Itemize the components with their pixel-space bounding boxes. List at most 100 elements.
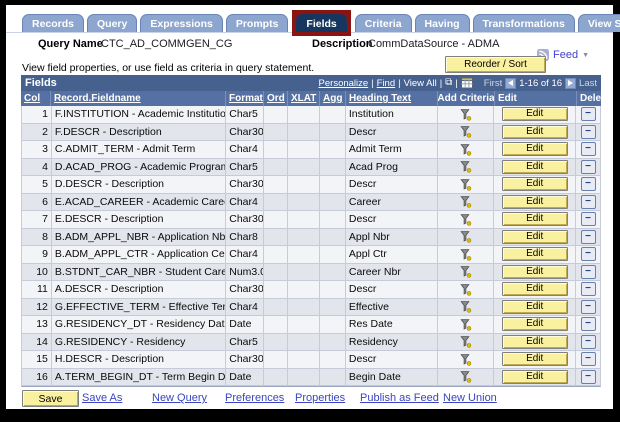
reorder-sort-button[interactable]: Reorder / Sort <box>445 56 546 73</box>
add-criteria-filter-icon[interactable] <box>459 178 472 191</box>
edit-button[interactable]: Edit <box>501 194 568 209</box>
xlat-value <box>288 351 320 368</box>
delete-row-button[interactable]: − <box>580 264 596 279</box>
add-criteria-filter-icon[interactable] <box>459 265 472 278</box>
tab-prompts[interactable]: Prompts <box>225 14 289 32</box>
edit-button[interactable]: Edit <box>501 177 568 192</box>
next-page-arrow-icon[interactable] <box>565 77 577 89</box>
edit-button[interactable]: Edit <box>501 299 568 314</box>
preferences-link[interactable]: Preferences <box>225 392 285 404</box>
col-number: 3 <box>22 141 52 158</box>
delete-row-button[interactable]: − <box>580 159 596 174</box>
publish-as-feed-link[interactable]: Publish as Feed <box>360 392 439 404</box>
add-criteria-filter-icon[interactable] <box>459 195 472 208</box>
previous-page-arrow-icon[interactable] <box>505 77 517 89</box>
heading-text-value: Career <box>346 193 438 210</box>
agg-value <box>320 316 346 333</box>
add-criteria-filter-icon[interactable] <box>459 318 472 331</box>
delete-row-button[interactable]: − <box>580 177 596 192</box>
delete-row-button[interactable]: − <box>580 369 596 384</box>
col-header-col[interactable]: Col <box>24 93 41 104</box>
delete-row-button[interactable]: − <box>580 317 596 332</box>
col-header-xlat[interactable]: XLAT <box>291 93 317 104</box>
col-header-ord[interactable]: Ord <box>267 93 285 104</box>
col-number: 5 <box>22 176 52 193</box>
tab-transformations[interactable]: Transformations <box>472 14 575 32</box>
add-criteria-filter-icon[interactable] <box>459 300 472 313</box>
popup-window-icon[interactable]: ⧉ <box>445 77 453 88</box>
query-name-label: Query Name <box>38 38 103 50</box>
record-fieldname-value: E.ACAD_CAREER - Academic Career <box>52 193 227 210</box>
delete-row-button[interactable]: − <box>580 282 596 297</box>
save-as-link[interactable]: Save As <box>82 392 123 404</box>
properties-link[interactable]: Properties <box>295 392 346 404</box>
edit-button[interactable]: Edit <box>501 159 568 174</box>
view-all-link[interactable]: View All <box>403 77 437 89</box>
delete-cell: − <box>576 264 600 281</box>
feed-link[interactable]: Feed <box>553 49 579 61</box>
tab-query[interactable]: Query <box>87 14 138 32</box>
tab-expressions[interactable]: Expressions <box>140 14 223 32</box>
add-criteria-cell <box>438 298 495 315</box>
add-criteria-filter-icon[interactable] <box>459 370 472 383</box>
tab-criteria[interactable]: Criteria <box>354 14 412 32</box>
col-header-agg[interactable]: Agg <box>323 93 343 104</box>
add-criteria-filter-icon[interactable] <box>459 143 472 156</box>
tab-having[interactable]: Having <box>414 14 470 32</box>
delete-row-button[interactable]: − <box>580 247 596 262</box>
ord-value <box>264 351 289 368</box>
feed-dropdown-caret-icon[interactable]: ▼ <box>582 51 590 59</box>
save-button[interactable]: Save <box>22 390 79 407</box>
add-criteria-filter-icon[interactable] <box>459 283 472 296</box>
format-value: Char5 <box>226 333 265 350</box>
add-criteria-filter-icon[interactable] <box>459 335 472 348</box>
new-query-link[interactable]: New Query <box>152 392 208 404</box>
edit-button[interactable]: Edit <box>501 247 568 262</box>
delete-row-button[interactable]: − <box>580 142 596 157</box>
delete-row-button[interactable]: − <box>580 212 596 227</box>
tab-records[interactable]: Records <box>22 14 85 32</box>
find-link[interactable]: Find <box>376 77 396 89</box>
delete-cell: − <box>576 141 600 158</box>
delete-row-button[interactable]: − <box>580 334 596 349</box>
add-criteria-filter-icon[interactable] <box>459 160 472 173</box>
field-row: 7 E.DESCR - Description Char30 Descr <box>22 211 600 229</box>
edit-button[interactable]: Edit <box>501 124 568 139</box>
add-criteria-filter-icon[interactable] <box>459 125 472 138</box>
edit-button[interactable]: Edit <box>501 212 568 227</box>
delete-row-button[interactable]: − <box>580 352 596 367</box>
ord-value <box>264 193 289 210</box>
fields-grid: Fields Personalize | Find | View All | ⧉… <box>21 75 601 387</box>
heading-text-value: Residency <box>346 333 438 350</box>
add-criteria-filter-icon[interactable] <box>459 108 472 121</box>
edit-button[interactable]: Edit <box>501 369 568 384</box>
new-union-link[interactable]: New Union <box>443 392 497 404</box>
tab-fields[interactable]: Fields <box>296 14 347 32</box>
col-header-format[interactable]: Format <box>229 93 263 104</box>
delete-row-button[interactable]: − <box>580 299 596 314</box>
add-criteria-filter-icon[interactable] <box>459 353 472 366</box>
personalize-link[interactable]: Personalize <box>318 77 369 89</box>
edit-button[interactable]: Edit <box>501 317 568 332</box>
col-header-heading-text[interactable]: Heading Text <box>349 93 412 104</box>
tab-view-sql[interactable]: View SQL <box>577 14 620 32</box>
col-header-record-fieldname[interactable]: Record.Fieldname <box>54 93 141 104</box>
edit-button[interactable]: Edit <box>501 229 568 244</box>
edit-button[interactable]: Edit <box>501 352 568 367</box>
edit-button[interactable]: Edit <box>501 142 568 157</box>
add-criteria-filter-icon[interactable] <box>459 213 472 226</box>
edit-button[interactable]: Edit <box>501 334 568 349</box>
delete-row-button[interactable]: − <box>580 124 596 139</box>
col-number: 13 <box>22 316 52 333</box>
xlat-value <box>288 158 320 175</box>
delete-row-button[interactable]: − <box>580 194 596 209</box>
edit-button[interactable]: Edit <box>501 107 568 122</box>
add-criteria-filter-icon[interactable] <box>459 248 472 261</box>
delete-row-button[interactable]: − <box>580 229 596 244</box>
ord-value <box>264 333 289 350</box>
download-spreadsheet-icon[interactable] <box>460 77 473 89</box>
delete-row-button[interactable]: − <box>580 107 596 122</box>
edit-button[interactable]: Edit <box>501 282 568 297</box>
edit-button[interactable]: Edit <box>501 264 568 279</box>
add-criteria-filter-icon[interactable] <box>459 230 472 243</box>
